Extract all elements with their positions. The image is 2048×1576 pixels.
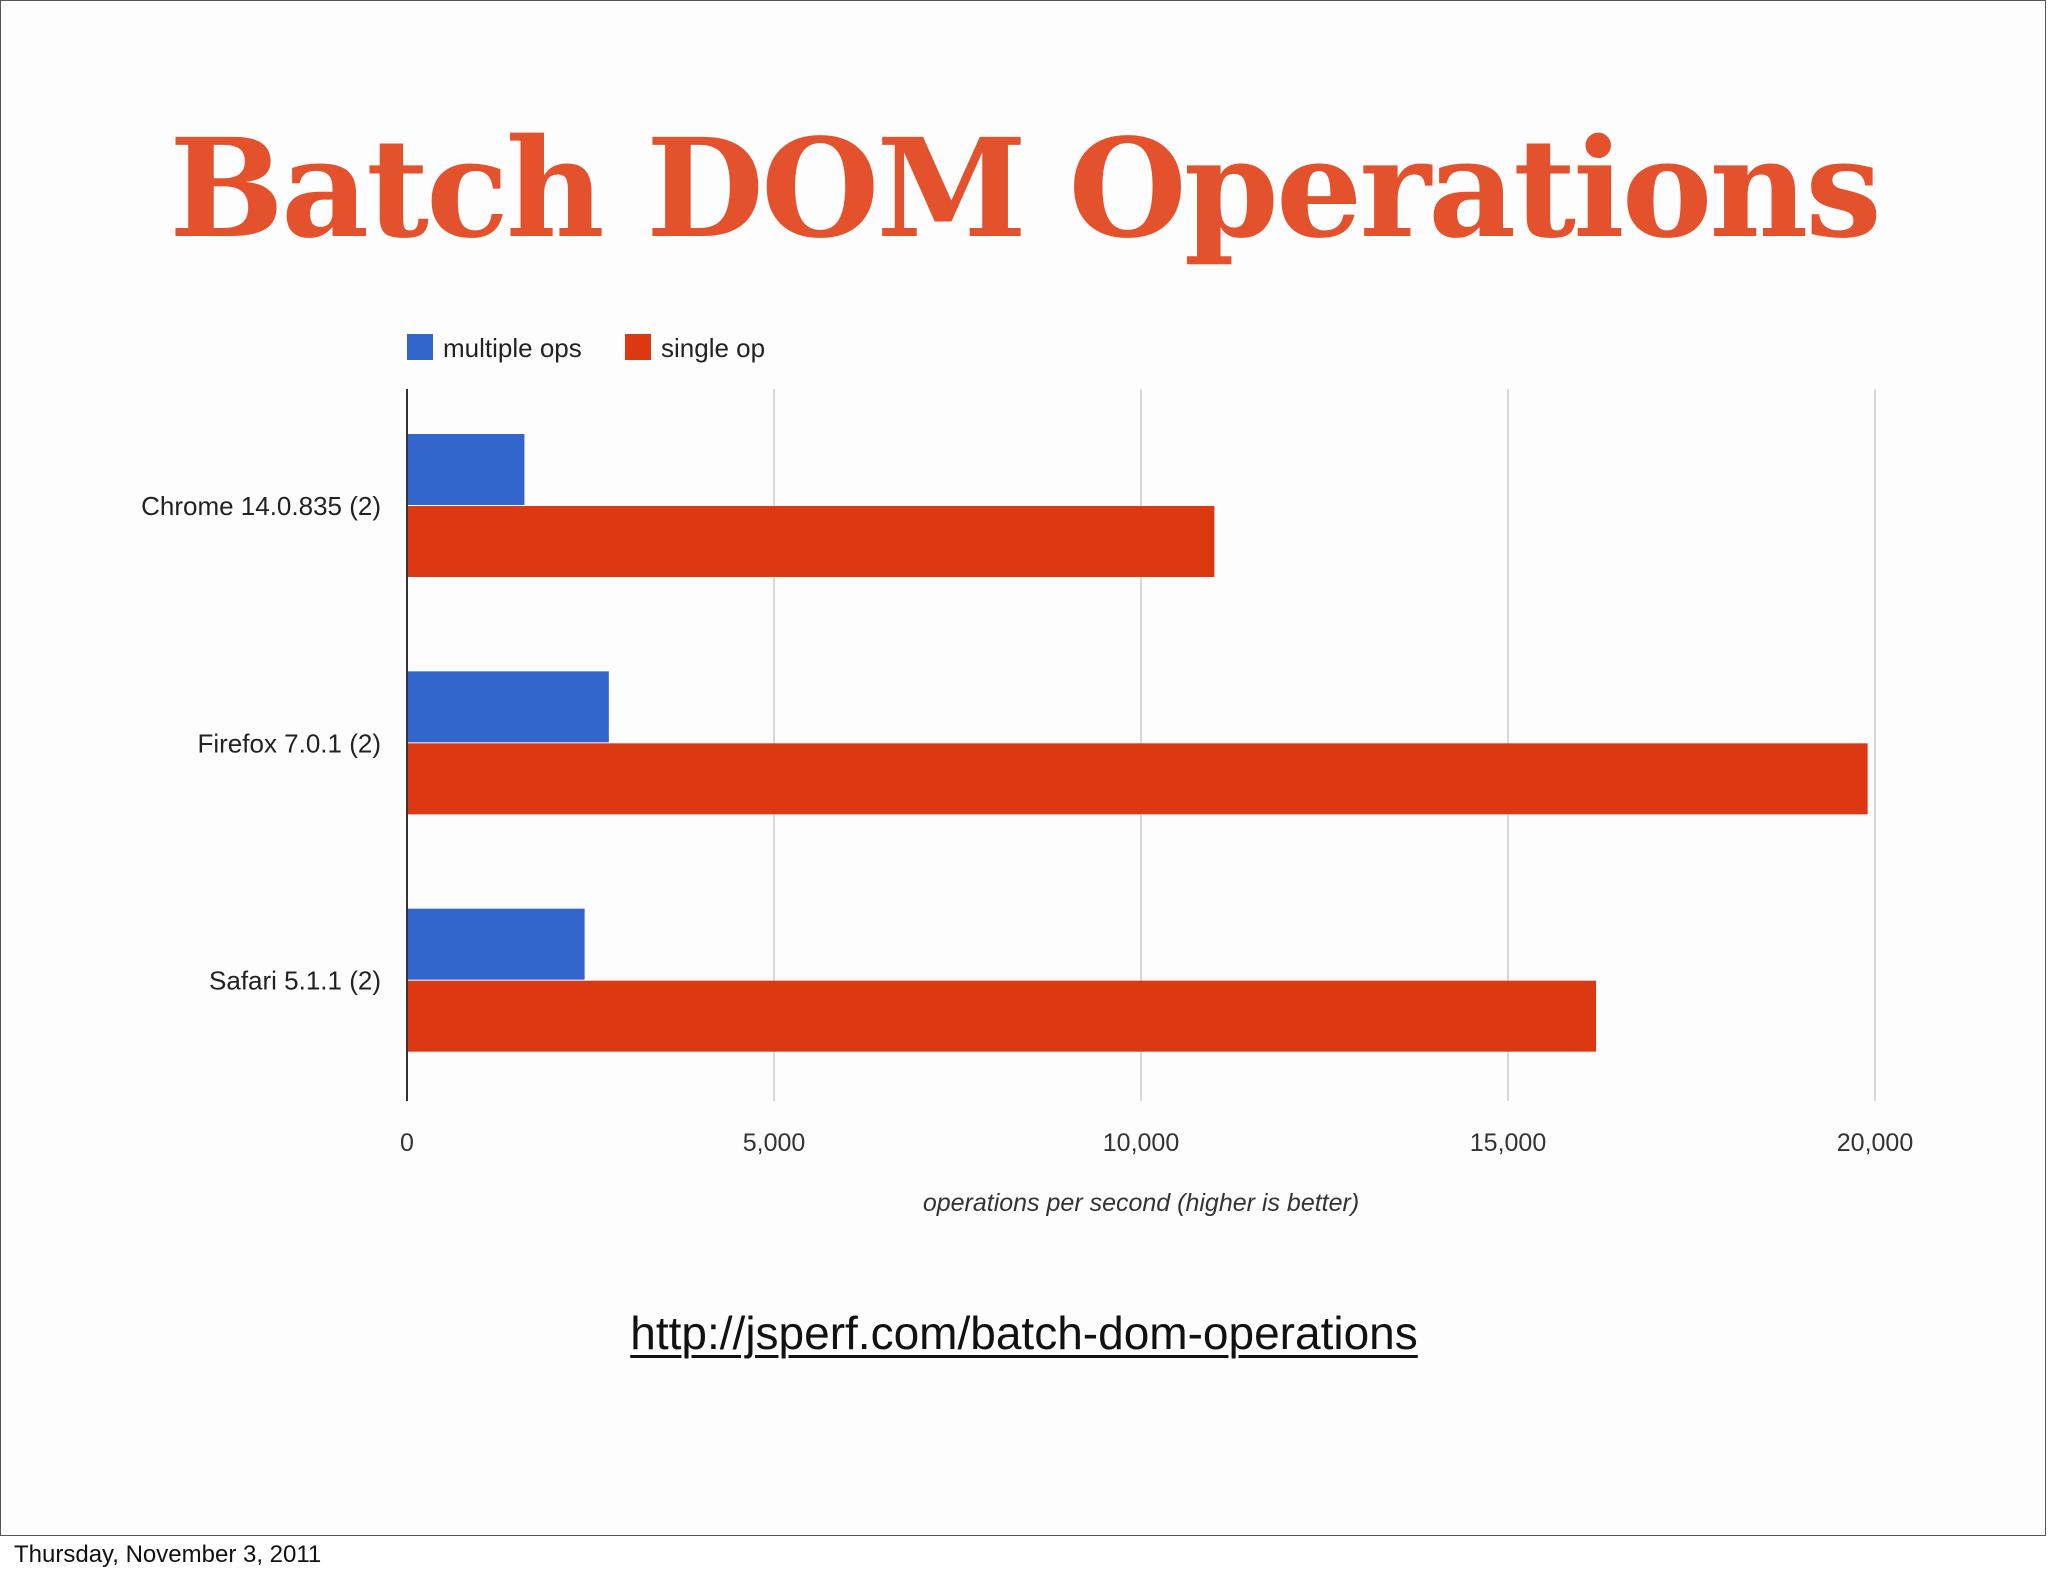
- bar: [407, 671, 609, 743]
- bar: [407, 980, 1597, 1052]
- bar: [407, 743, 1868, 815]
- x-tick-label: 20,000: [1837, 1129, 1913, 1157]
- legend-swatch: [625, 334, 651, 360]
- footer-date: Thursday, November 3, 2011: [14, 1541, 322, 1568]
- category-label: Chrome 14.0.835 (2): [141, 491, 381, 521]
- legend-swatch: [407, 334, 433, 360]
- x-tick-label: 15,000: [1470, 1129, 1546, 1157]
- category-label: Safari 5.1.1 (2): [209, 966, 381, 996]
- bar: [407, 908, 585, 980]
- slide: Batch DOM Operations Chrome 14.0.835 (2)…: [0, 0, 2046, 1536]
- bar: [407, 434, 525, 505]
- x-tick-label: 10,000: [1103, 1129, 1179, 1157]
- source-link[interactable]: http://jsperf.com/batch-dom-operations: [630, 1307, 1418, 1359]
- x-tick-label: 0: [400, 1129, 414, 1157]
- bar-chart: Chrome 14.0.835 (2) Firefox 7.0.1 (2) Safa…: [141, 333, 1913, 1217]
- slide-title: Batch DOM Operations: [169, 109, 1882, 269]
- category-label: Firefox 7.0.1 (2): [197, 728, 381, 758]
- x-axis-title: operations per second (higher is better): [923, 1189, 1359, 1217]
- x-tick-label: 5,000: [743, 1129, 806, 1157]
- legend-label: single op: [661, 333, 765, 363]
- bar: [407, 506, 1215, 577]
- legend-label: multiple ops: [443, 333, 582, 363]
